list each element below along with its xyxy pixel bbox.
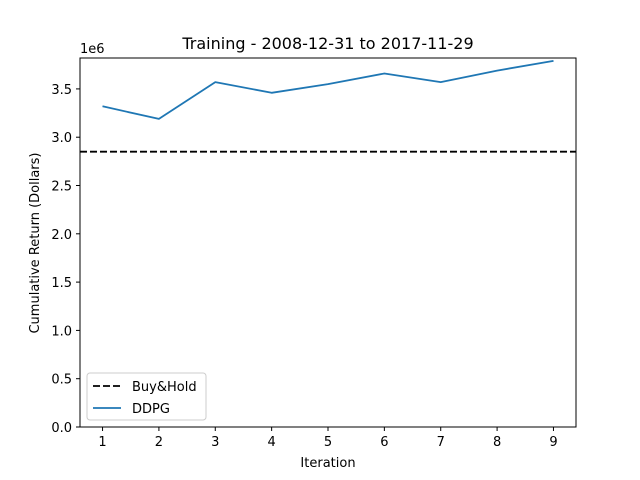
y-axis: 0.0 0.5 1.0 1.5 2.0 2.5 3.0 3.5 xyxy=(51,83,80,436)
y-tick-label: 1.5 xyxy=(51,276,72,291)
y-tick-label: 3.5 xyxy=(51,83,72,98)
y-tick-label: 1.0 xyxy=(51,324,72,339)
y-offset-label: 1e6 xyxy=(80,42,105,57)
x-axis-label: Iteration xyxy=(300,456,355,471)
plot-area xyxy=(79,57,577,428)
x-tick-label: 8 xyxy=(493,435,501,450)
chart-title: Training - 2008-12-31 to 2017-11-29 xyxy=(181,34,473,53)
y-tick-label: 3.0 xyxy=(51,131,72,146)
y-tick-label: 0.5 xyxy=(51,373,72,388)
y-tick-label: 2.0 xyxy=(51,228,72,243)
plot-frame xyxy=(79,57,577,428)
legend-label: DDPG xyxy=(132,402,170,417)
x-tick-label: 3 xyxy=(211,435,219,450)
y-axis-label: Cumulative Return (Dollars) xyxy=(28,152,43,333)
series-line-ddpg xyxy=(102,60,554,120)
y-tick-label: 2.5 xyxy=(51,180,72,195)
x-tick-label: 7 xyxy=(437,435,445,450)
x-tick-label: 2 xyxy=(155,435,163,450)
y-tick-label: 0.0 xyxy=(51,421,72,436)
x-tick-label: 5 xyxy=(324,435,332,450)
legend-label: Buy&Hold xyxy=(132,380,197,395)
legend: Buy&Hold DDPG xyxy=(86,372,207,421)
x-axis: 1 2 3 4 5 6 7 8 9 xyxy=(98,427,558,450)
x-tick-label: 4 xyxy=(267,435,275,450)
x-tick-label: 9 xyxy=(549,435,557,450)
x-tick-label: 1 xyxy=(98,435,106,450)
x-tick-label: 6 xyxy=(380,435,388,450)
